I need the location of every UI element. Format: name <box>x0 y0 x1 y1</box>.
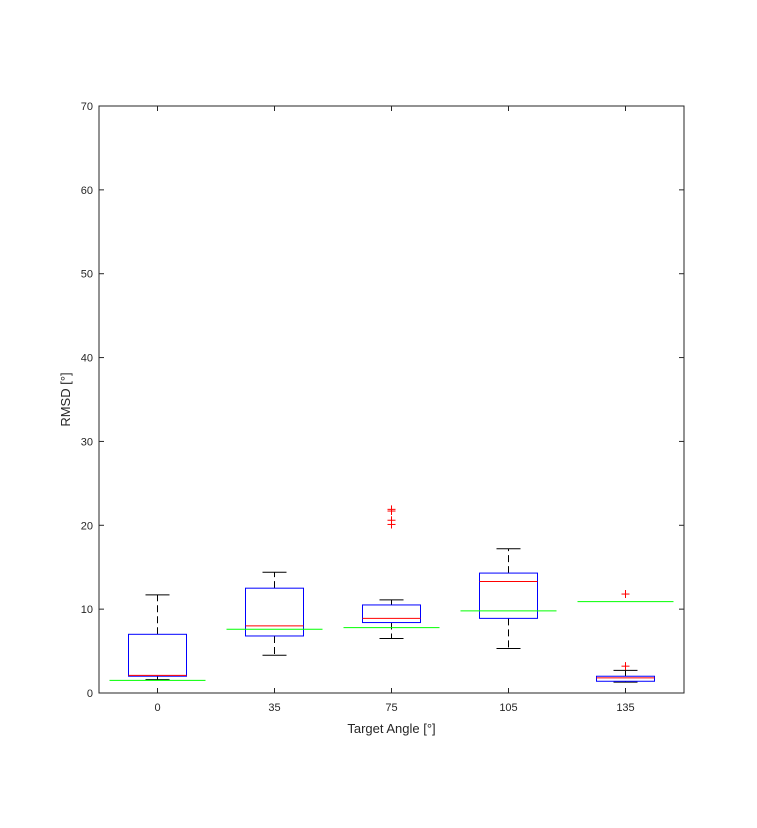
x-tick-label: 75 <box>385 702 397 714</box>
outlier-marker <box>387 516 396 525</box>
iqr-box <box>479 572 538 619</box>
y-tick-label: 70 <box>81 101 93 113</box>
box-group-105 <box>479 548 538 650</box>
y-tick-label: 30 <box>81 436 93 448</box>
chart-axes: 0 10 20 30 40 50 60 70 0 35 75 105 135 <box>81 101 685 714</box>
x-tick-label: 0 <box>154 702 160 714</box>
box-group-0 <box>128 594 187 681</box>
x-axis-label: Target Angle [°] <box>347 721 435 736</box>
y-tick-label: 60 <box>81 185 93 197</box>
x-tick-label: 135 <box>616 702 634 714</box>
y-tick-label: 50 <box>81 269 93 281</box>
box-group-75 <box>362 505 421 639</box>
y-tick-label: 10 <box>81 604 93 616</box>
outlier-marker <box>387 505 396 514</box>
iqr-box <box>128 633 187 677</box>
y-tick-label: 40 <box>81 353 93 365</box>
y-axis-label: RMSD [°] <box>58 372 73 426</box>
y-tick-label: 20 <box>81 520 93 532</box>
plot-area-background <box>99 106 684 693</box>
y-tick-label: 0 <box>87 688 93 700</box>
box-group-35 <box>245 571 304 656</box>
iqr-box <box>596 675 655 682</box>
iqr-box <box>362 604 421 624</box>
outlier-marker <box>621 590 630 599</box>
box-group-135 <box>596 590 655 683</box>
x-tick-label: 105 <box>499 702 517 714</box>
chart-marks <box>109 505 674 683</box>
x-tick-label: 35 <box>268 702 280 714</box>
iqr-box <box>245 587 304 637</box>
outlier-marker <box>621 662 630 671</box>
